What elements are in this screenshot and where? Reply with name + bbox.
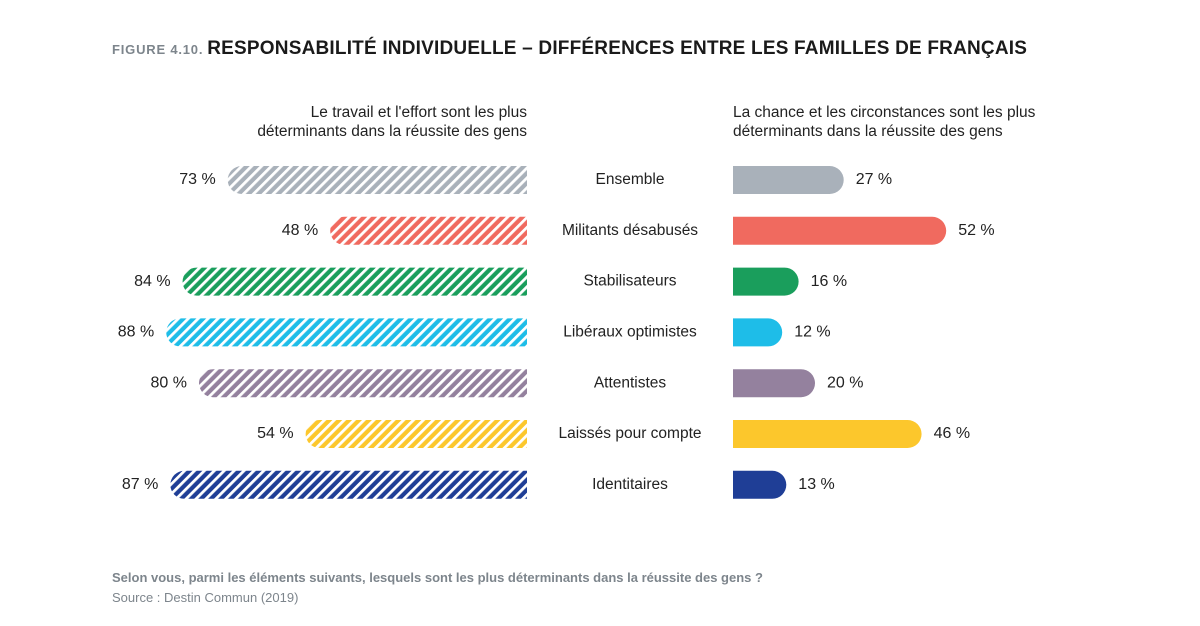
- value-label: 84 %: [134, 273, 170, 290]
- bar: [733, 420, 922, 448]
- series-header: Le travail et l'effort sont les plus dét…: [257, 104, 527, 140]
- bar: [305, 420, 527, 448]
- value-label: 12 %: [794, 324, 830, 341]
- value-label: 80 %: [151, 374, 187, 391]
- series-header: La chance et les circonstances sont les …: [733, 104, 1036, 140]
- bar: [330, 216, 527, 245]
- value-label: 87 %: [122, 476, 158, 493]
- category-label: Identitaires: [592, 476, 668, 493]
- category-label: Stabilisateurs: [583, 273, 676, 290]
- title-block: FIGURE 4.10. RESPONSABILITÉ INDIVIDUELLE …: [112, 38, 1027, 60]
- category-label: Militants désabusés: [562, 222, 698, 239]
- value-label: 13 %: [798, 476, 834, 493]
- chart-title: RESPONSABILITÉ INDIVIDUELLE – DIFFÉRENCE…: [207, 38, 1028, 59]
- value-label: 16 %: [811, 273, 847, 290]
- value-label: 46 %: [934, 425, 970, 442]
- category-label: Libéraux optimistes: [563, 323, 697, 340]
- category-label: Laissés pour compte: [558, 425, 701, 442]
- bar: [733, 470, 787, 499]
- bar: [199, 369, 528, 398]
- question: Selon vous, parmi les éléments suivants,…: [112, 570, 763, 585]
- bar: [733, 369, 815, 398]
- bar: [733, 318, 783, 347]
- bar: [733, 166, 844, 194]
- value-label: 48 %: [282, 222, 318, 239]
- figure-label: FIGURE 4.10.: [112, 42, 204, 57]
- value-label: 52 %: [958, 222, 994, 239]
- source: Source : Destin Commun (2019): [112, 590, 299, 605]
- value-label: 88 %: [118, 324, 154, 341]
- bar: [182, 267, 527, 296]
- bar: [170, 470, 527, 499]
- bar: [733, 216, 947, 245]
- category-label: Ensemble: [596, 171, 665, 188]
- bar: [733, 267, 799, 296]
- bar: [166, 318, 527, 347]
- bar: [227, 166, 527, 194]
- value-label: 20 %: [827, 374, 863, 391]
- value-label: 27 %: [856, 171, 892, 188]
- value-label: 54 %: [257, 425, 293, 442]
- category-label: Attentistes: [594, 374, 667, 391]
- value-label: 73 %: [179, 171, 215, 188]
